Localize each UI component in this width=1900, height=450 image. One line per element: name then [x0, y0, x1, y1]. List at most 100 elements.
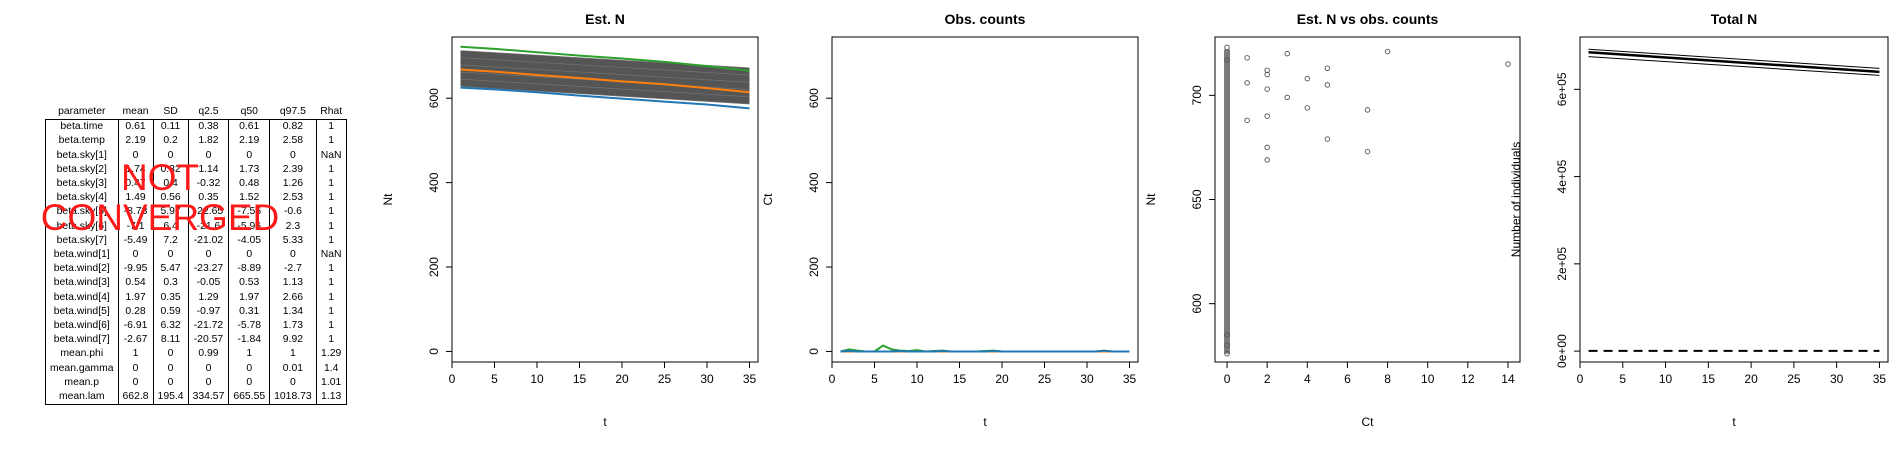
table-cell: 0.35 — [152, 290, 189, 305]
table-cell: -9.95 — [117, 262, 154, 277]
table-row: beta.wind[3] 0.54 0.3 -0.05 0.53 1.13 1 — [45, 276, 347, 291]
x-axis: 0 2 4 6 8 10 12 14 — [1224, 362, 1515, 386]
table-cell: 0.11 — [152, 119, 189, 135]
table-cell: 1 — [315, 134, 347, 149]
series-line — [460, 45, 750, 72]
table-cell: 1.13 — [315, 390, 347, 406]
table-cell: 665.55 — [228, 390, 270, 406]
table-cell: beta.wind[2] — [45, 262, 119, 277]
table-cell: beta.wind[4] — [45, 290, 119, 305]
results-table: parameter mean SD q2.5 q50 q97.5 Rhat beta.tim… — [45, 105, 347, 406]
table-cell: 1 — [315, 205, 347, 220]
table-cell: -5.96 — [228, 219, 270, 234]
y-tick-label: 0 — [807, 348, 821, 355]
table-cell: beta.temp — [45, 134, 119, 149]
table-cell: 334.57 — [187, 390, 229, 406]
y-tick-label: 200 — [807, 257, 821, 277]
column-header: q50 — [240, 106, 258, 117]
table-cell: 1.14 — [187, 162, 229, 178]
x-tick-label: 0 — [1577, 372, 1584, 386]
table-cell: -2.67 — [117, 333, 154, 348]
table-row: beta.wind[6] -6.91 6.32 -21.72 -5.78 1.73 1 — [45, 319, 347, 334]
table-cell: 0 — [269, 248, 317, 263]
x-tick-label: 4 — [1304, 372, 1311, 386]
table-cell: 0.99 — [187, 347, 229, 362]
table-cell: 0.54 — [117, 276, 154, 291]
x-tick-label: 15 — [953, 372, 967, 386]
scatter-point — [1364, 148, 1371, 155]
table-cell: 0.56 — [152, 191, 189, 206]
scatter-point — [1224, 350, 1230, 357]
table-cell: 0 — [228, 375, 270, 391]
column-header: mean — [122, 106, 149, 117]
table-header-row: parameter mean SD q2.5 q50 q97.5 Rhat — [46, 105, 347, 120]
y-tick-label: 200 — [427, 257, 441, 277]
table-cell: 2.66 — [269, 290, 317, 305]
scatter-point — [1304, 75, 1311, 82]
series-line — [460, 68, 750, 94]
table-cell: -22.65 — [187, 205, 229, 220]
table-cell: 0.28 — [117, 304, 154, 320]
table-cell: -8.73 — [117, 205, 154, 220]
column-header: SD — [163, 106, 178, 117]
table-cell: -0.05 — [187, 276, 229, 291]
table-cell: beta.wind[6] — [45, 319, 119, 334]
series-line — [1588, 48, 1880, 69]
trajectory-line — [460, 78, 750, 98]
x-tick-label: 25 — [1038, 372, 1052, 386]
table-cell: -0.6 — [269, 205, 317, 220]
table-cell: 0 — [117, 148, 154, 163]
scatter-point — [1264, 71, 1270, 78]
y-tick-label: 0e+00 — [1555, 334, 1569, 368]
table-row: mean.p 0 0 0 0 0 1.01 — [45, 375, 347, 391]
table-row: beta.sky[7] -5.49 7.2 -21.02 -4.05 5.33 1 — [45, 233, 347, 249]
table-cell: 1 — [315, 219, 347, 234]
table-cell: 0.4 — [152, 177, 189, 192]
x-tick-label: 30 — [1080, 372, 1094, 386]
table-cell: 0.61 — [117, 119, 154, 135]
table-cell: -6.91 — [117, 319, 154, 334]
x-tick-label: 30 — [1830, 372, 1844, 386]
table-cell: 1.97 — [117, 290, 154, 305]
table-cell: -8.89 — [228, 262, 270, 277]
y-tick-label: 650 — [1190, 189, 1204, 209]
table-cell: -21.72 — [187, 319, 229, 334]
table-cell: 0 — [117, 361, 154, 376]
x-tick-label: 0 — [829, 372, 836, 386]
table-row: beta.wind[5] 0.28 0.59 -0.97 0.31 1.34 1 — [45, 304, 347, 320]
table-cell: 0 — [152, 248, 189, 263]
table-cell: 1 — [315, 276, 347, 291]
x-tick-label: 2 — [1264, 372, 1271, 386]
scatter-point — [1224, 342, 1230, 349]
table-body: beta.time 0.61 0.11 0.38 0.61 0.82 1 beta.temp 2… — [45, 119, 347, 406]
table-cell: 0.32 — [152, 162, 189, 178]
table-cell: 1 — [315, 304, 347, 320]
table-cell: 1 — [315, 290, 347, 305]
table-cell: 1018.73 — [269, 390, 317, 406]
table-cell: 1.73 — [228, 162, 270, 178]
scatter-point — [1324, 82, 1331, 88]
x-axis-label: t — [603, 415, 607, 429]
chart-title: Total N — [1711, 11, 1757, 27]
table-cell: -7.1 — [117, 219, 154, 234]
table-cell: 2.3 — [269, 219, 317, 234]
scatter-point — [1304, 105, 1311, 111]
y-axis: 600 650 700 — [1190, 85, 1215, 314]
x-axis: 0 5 10 15 20 25 30 35 — [449, 362, 756, 386]
table-row: beta.sky[6] -7.1 6.4 -21.6 -5.96 2.3 1 — [45, 219, 347, 234]
table-row: beta.sky[2] 1.74 0.32 1.14 1.73 2.39 1 — [45, 162, 347, 178]
x-tick-label: 10 — [910, 372, 924, 386]
y-tick-label: 2e+05 — [1555, 247, 1569, 281]
table-cell: 0 — [187, 248, 229, 263]
scatter-point — [1224, 44, 1230, 51]
table-cell: 1 — [117, 347, 154, 362]
plot-frame — [1214, 36, 1521, 363]
table-row: beta.wind[4] 1.97 0.35 1.29 1.97 2.66 1 — [45, 290, 347, 305]
scatter-point — [1324, 136, 1331, 142]
x-tick-label: 10 — [1421, 372, 1435, 386]
table-cell: 0.61 — [228, 119, 270, 135]
table-row: beta.sky[4] 1.49 0.56 0.35 1.52 2.53 1 — [45, 191, 347, 206]
table-cell: beta.sky[5] — [45, 205, 119, 220]
table-row: mean.lam 662.8 195.4 334.57 665.55 1018.73 1.1… — [45, 390, 347, 406]
